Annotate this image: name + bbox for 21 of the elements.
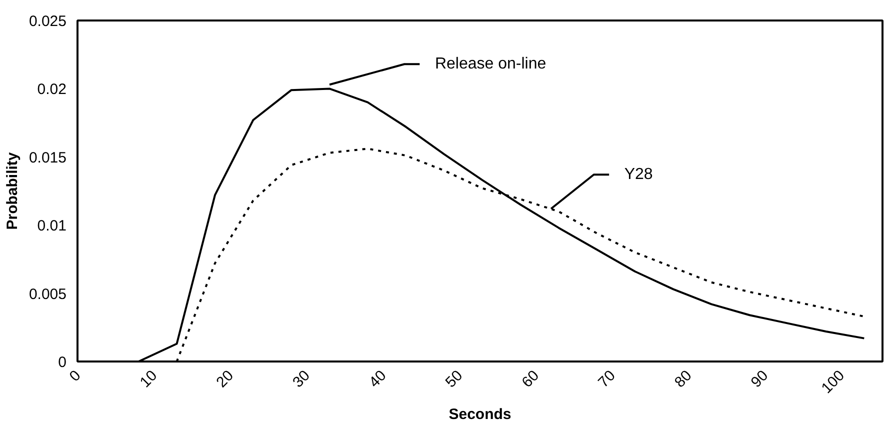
y-tick-label: 0.005 <box>28 286 67 303</box>
x-tick-label: 40 <box>366 367 390 392</box>
x-tick-label: 30 <box>290 367 314 392</box>
x-tick-label: 100 <box>818 367 848 397</box>
x-tick-label: 0 <box>66 367 84 386</box>
y-tick-label: 0 <box>58 354 66 371</box>
y-tick-label: 0.015 <box>28 149 67 166</box>
x-tick-label: 60 <box>518 367 542 392</box>
x-tick-label: 80 <box>671 367 696 392</box>
x-axis-title: Seconds <box>448 406 512 423</box>
x-tick-label: 90 <box>748 367 772 392</box>
annotation: Release on-line <box>434 56 546 73</box>
y-tick-label: 0.025 <box>28 13 67 30</box>
x-tick-label: 10 <box>136 367 161 392</box>
x-tick-label: 50 <box>442 367 466 392</box>
y-tick-label: 0.02 <box>37 81 67 98</box>
x-tick-label: 70 <box>595 367 619 392</box>
x-tick-label: 20 <box>213 367 237 392</box>
y-tick-label: 0.01 <box>37 218 67 235</box>
y-axis-title: Probability <box>4 152 21 230</box>
annotation: Y28 <box>624 166 653 184</box>
